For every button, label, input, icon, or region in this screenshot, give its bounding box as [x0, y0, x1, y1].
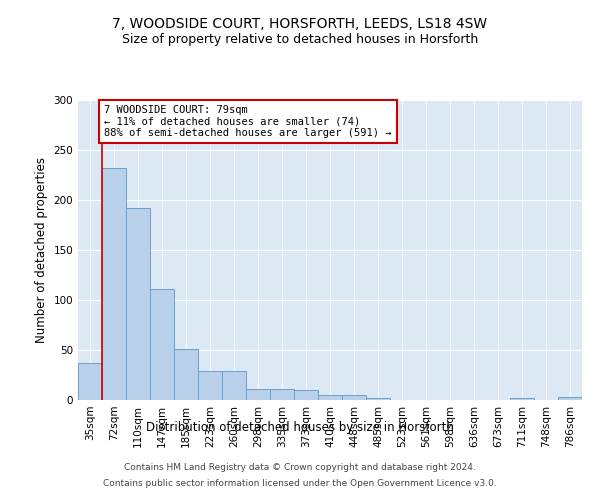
Bar	[150, 289, 174, 400]
Text: Distribution of detached houses by size in Horsforth: Distribution of detached houses by size …	[146, 421, 454, 434]
Bar	[246, 389, 270, 400]
Text: Contains HM Land Registry data © Crown copyright and database right 2024.: Contains HM Land Registry data © Crown c…	[124, 464, 476, 472]
Bar	[174, 349, 198, 400]
Bar	[294, 390, 318, 400]
Bar	[78, 363, 102, 400]
Y-axis label: Number of detached properties: Number of detached properties	[35, 157, 48, 343]
Bar	[126, 208, 150, 400]
Text: 7 WOODSIDE COURT: 79sqm
← 11% of detached houses are smaller (74)
88% of semi-de: 7 WOODSIDE COURT: 79sqm ← 11% of detache…	[104, 105, 392, 138]
Bar	[222, 371, 246, 400]
Bar	[558, 397, 582, 400]
Bar	[510, 398, 534, 400]
Bar	[366, 398, 390, 400]
Bar	[342, 395, 366, 400]
Bar	[318, 395, 342, 400]
Text: Size of property relative to detached houses in Horsforth: Size of property relative to detached ho…	[122, 32, 478, 46]
Text: Contains public sector information licensed under the Open Government Licence v3: Contains public sector information licen…	[103, 478, 497, 488]
Bar	[102, 168, 126, 400]
Text: 7, WOODSIDE COURT, HORSFORTH, LEEDS, LS18 4SW: 7, WOODSIDE COURT, HORSFORTH, LEEDS, LS1…	[112, 18, 488, 32]
Bar	[198, 371, 222, 400]
Bar	[270, 389, 294, 400]
